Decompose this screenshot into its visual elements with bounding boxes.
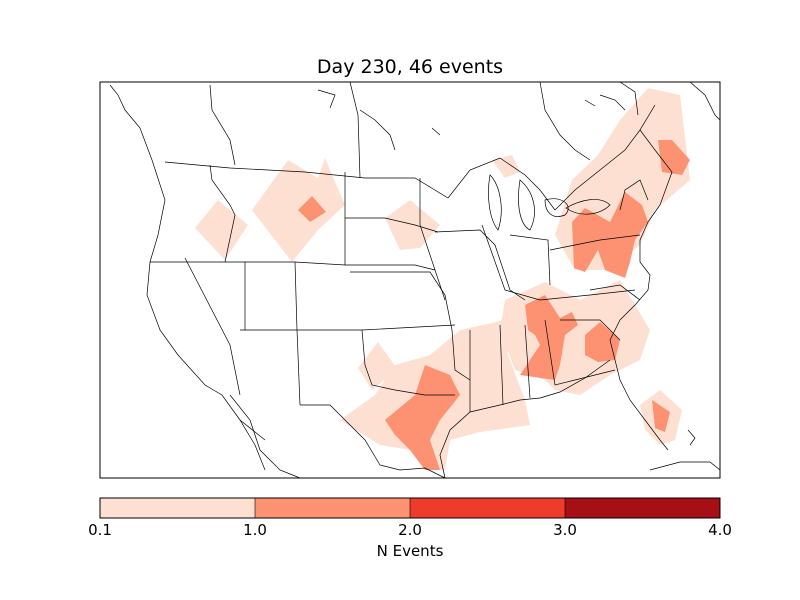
patch-south-florida	[652, 400, 670, 432]
patch-east-texas	[385, 365, 460, 470]
patch-southeast	[500, 280, 650, 395]
patch-new-mexico-texas	[358, 342, 398, 390]
colorbar	[99, 497, 721, 519]
map-frame	[99, 81, 721, 479]
colorbar-segment	[100, 498, 255, 518]
patch-maine	[658, 140, 690, 175]
patch-alabama-georgia	[520, 295, 578, 380]
patch-wyoming	[298, 196, 326, 222]
colorbar-segment	[565, 498, 720, 518]
colorbar-tick-label: 2.0	[398, 521, 422, 539]
patch-michigan	[492, 155, 520, 178]
patch-south-dakota	[385, 200, 440, 250]
colorbar-tick-label: 4.0	[708, 521, 732, 539]
colorbar-segment	[255, 498, 410, 518]
map-title: Day 230, 46 events	[316, 56, 504, 78]
colorbar-tick-label: 0.1	[88, 521, 112, 539]
patch-georgia-sc	[585, 322, 620, 362]
colorbar-frame	[99, 497, 721, 519]
event-density-layer	[195, 88, 690, 470]
patch-idaho	[195, 200, 248, 260]
colorbar-tick-label: 3.0	[553, 521, 577, 539]
state-boundaries	[109, 81, 721, 479]
colorbar-segment	[410, 498, 565, 518]
colorbar-label: N Events	[376, 542, 444, 560]
colorbar-tick-label: 1.0	[243, 521, 267, 539]
